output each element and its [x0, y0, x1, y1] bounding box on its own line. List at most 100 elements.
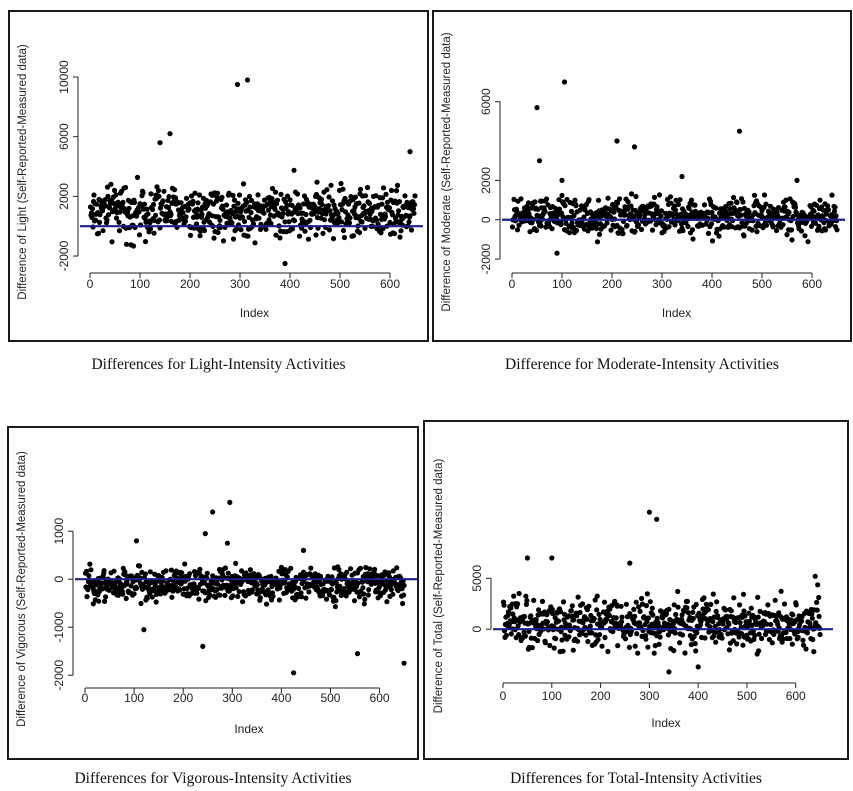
data-point: [215, 229, 221, 236]
data-point: [363, 564, 369, 571]
data-point: [152, 212, 159, 218]
data-point: [351, 598, 358, 604]
data-point: [222, 592, 228, 598]
data-point: [273, 232, 279, 238]
data-point: [755, 614, 761, 620]
data-point: [338, 219, 345, 225]
data-point: [311, 211, 317, 217]
data-point: [136, 563, 143, 569]
data-point: [341, 234, 348, 241]
x-axis-title: Index: [651, 716, 680, 730]
data-point: [615, 230, 622, 236]
data-point: [707, 624, 713, 630]
chart-moderate: 0 100 200 300 400 500 600 Index -2000 0 2000 6000 Di…: [441, 32, 845, 320]
data-point: [544, 612, 550, 618]
data-point: [122, 572, 128, 578]
data-point: [120, 591, 126, 597]
data-point: [177, 587, 183, 593]
data-point: [328, 587, 334, 593]
data-point: [625, 199, 631, 205]
scatter-points: [82, 499, 407, 676]
data-point: [531, 597, 537, 603]
data-point: [220, 238, 227, 244]
panel-light: 0 100 200 300 400 500 600 Index -2000 2000 6000 100…: [8, 10, 429, 342]
data-point: [256, 215, 262, 221]
caption-moderate: Difference for Moderate-Intensity Activi…: [505, 356, 779, 373]
data-point: [814, 607, 820, 613]
data-point: [153, 599, 159, 605]
y-tick-label: 10000: [57, 60, 71, 94]
data-point: [383, 191, 389, 197]
data-point: [236, 192, 243, 198]
data-point: [783, 197, 789, 203]
data-point: [147, 220, 153, 226]
data-point: [817, 631, 823, 638]
data-point: [166, 587, 172, 593]
x-tick-label: 500: [752, 277, 772, 291]
data-point: [367, 566, 373, 572]
data-point: [614, 138, 620, 144]
data-point: [613, 615, 619, 621]
data-point: [575, 594, 581, 600]
data-point: [658, 213, 664, 219]
data-point: [809, 611, 815, 617]
data-point: [382, 214, 389, 220]
data-point: [340, 227, 347, 234]
data-point: [102, 197, 108, 203]
data-point: [596, 231, 603, 237]
data-point: [378, 230, 384, 236]
data-point: [737, 602, 743, 608]
data-point: [759, 635, 765, 642]
data-point: [637, 620, 643, 626]
data-point: [654, 516, 660, 522]
data-point: [749, 227, 755, 233]
data-point: [673, 611, 679, 618]
data-point: [657, 634, 663, 640]
data-point: [165, 197, 171, 204]
data-point: [795, 634, 801, 641]
data-point: [150, 201, 157, 208]
data-point: [141, 627, 147, 633]
data-point: [671, 203, 678, 209]
x-tick-label: 0: [509, 277, 516, 291]
data-point: [356, 200, 362, 206]
data-point: [817, 197, 823, 203]
data-point: [599, 643, 605, 649]
panel-vigorous: 0 100 200 300 400 500 600 Index -2000 -1000 0 1000 D…: [7, 426, 419, 760]
caption-vigorous: Differences for Vigorous-Intensity Activ…: [74, 770, 352, 787]
data-point: [229, 220, 235, 226]
data-point: [816, 613, 822, 619]
x-tick-label: 300: [639, 689, 659, 703]
data-point: [755, 594, 761, 600]
data-point: [144, 206, 150, 212]
data-point: [525, 200, 532, 206]
data-point: [361, 203, 367, 209]
y-tick-label: 6000: [57, 123, 71, 150]
data-point: [307, 217, 313, 223]
data-point: [748, 605, 754, 611]
data-point: [210, 509, 216, 515]
data-point: [608, 227, 614, 233]
data-point: [352, 194, 359, 200]
data-point: [772, 597, 778, 603]
data-point: [164, 218, 170, 224]
data-point: [160, 198, 166, 204]
data-point: [792, 204, 799, 210]
data-point: [234, 81, 241, 88]
data-point: [620, 230, 626, 237]
data-point: [556, 206, 563, 212]
data-point: [800, 637, 806, 643]
data-point: [357, 186, 364, 192]
data-point: [709, 238, 716, 244]
data-point: [619, 226, 625, 233]
data-point: [789, 237, 795, 243]
data-point: [730, 194, 737, 201]
data-point: [737, 620, 743, 626]
data-point: [810, 636, 816, 643]
data-point: [585, 228, 591, 234]
data-point: [524, 598, 530, 604]
data-point: [822, 227, 829, 233]
data-point: [509, 224, 516, 230]
data-point: [714, 599, 720, 605]
data-point: [508, 631, 514, 637]
